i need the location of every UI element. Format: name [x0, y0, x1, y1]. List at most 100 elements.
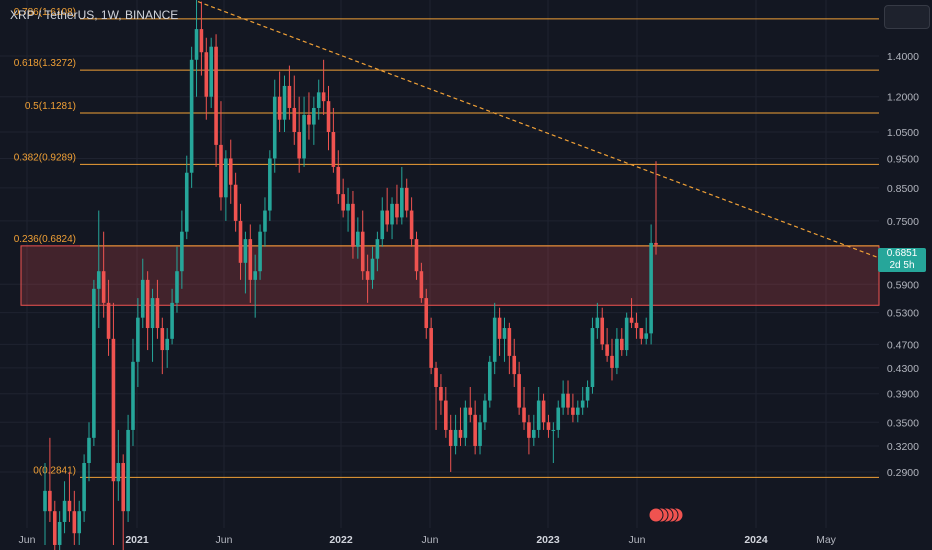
candle: [145, 271, 150, 351]
candle-body: [150, 298, 155, 329]
candle-body: [233, 184, 238, 221]
candle: [341, 178, 345, 218]
candle: [409, 197, 414, 247]
candle-body: [566, 393, 570, 408]
candle-body: [346, 203, 350, 211]
time-axis[interactable]: Jun 2021 Jun 2022 Jun 2023 Jun 2024 May: [19, 534, 837, 546]
candle-body: [224, 158, 228, 198]
candle: [532, 414, 536, 446]
candle: [385, 187, 389, 232]
candle-body: [96, 271, 101, 289]
candle: [72, 490, 77, 545]
price-tick: 1.0500: [887, 127, 919, 139]
candle-body: [82, 463, 86, 512]
candle: [600, 307, 605, 351]
candle: [492, 302, 497, 375]
time-tick: Jun: [19, 534, 36, 546]
candle: [575, 400, 580, 423]
price-tick: 0.9500: [887, 153, 919, 165]
price-tick: 0.4300: [887, 363, 919, 375]
toolbar-button[interactable]: [884, 5, 930, 29]
candle: [585, 380, 590, 408]
candle: [43, 463, 47, 545]
candle-body: [243, 239, 248, 263]
candle-body: [414, 239, 419, 272]
candle: [478, 414, 482, 455]
candle-body: [439, 387, 443, 401]
candle-body: [629, 317, 634, 323]
candle: [527, 414, 531, 455]
candle: [370, 246, 375, 289]
candle: [561, 380, 565, 415]
candle-body: [326, 101, 331, 132]
candle: [253, 254, 257, 318]
candle: [67, 471, 72, 522]
candle-body: [277, 96, 282, 120]
candle: [302, 96, 306, 167]
price-axis[interactable]: 1.4000 1.2000 1.0500 0.9500 0.8500 0.7500 0.59…: [887, 51, 919, 479]
candle-body: [605, 344, 609, 356]
fib-label: 0.618(1.3272): [14, 58, 76, 69]
candle: [248, 224, 253, 303]
time-tick: Jun: [422, 534, 439, 546]
candle-body: [312, 107, 316, 125]
candle: [57, 511, 62, 550]
candle-body: [52, 511, 57, 545]
candle: [365, 254, 370, 303]
candle-body: [385, 210, 389, 225]
candle-body: [145, 279, 150, 329]
candle: [326, 85, 331, 151]
candle-body: [194, 29, 199, 60]
candle: [199, 1, 204, 76]
candle: [82, 454, 86, 522]
current-price-badge: 0.6851 2d 5h: [878, 248, 926, 272]
fib-label: 0.786(1.6108): [14, 7, 76, 18]
time-tick: 2021: [125, 534, 149, 546]
candle-body: [126, 429, 130, 512]
candle-body: [101, 271, 106, 303]
candle-body: [111, 338, 116, 482]
fib-label: 0.5(1.1281): [25, 101, 76, 112]
price-tick: 0.2900: [887, 467, 919, 479]
candle-body: [258, 231, 262, 272]
candle: [536, 387, 541, 438]
candle: [233, 172, 238, 232]
candle: [390, 197, 394, 240]
candle: [126, 414, 130, 522]
candle: [96, 210, 101, 329]
price-tick: 0.3200: [887, 441, 919, 453]
candle: [429, 317, 433, 375]
candle: [483, 393, 487, 430]
candle-body: [57, 521, 62, 545]
candle-body: [375, 239, 380, 259]
candle: [444, 387, 448, 438]
candle: [439, 374, 443, 415]
candle-body: [184, 172, 189, 232]
events-marker[interactable]: [648, 507, 684, 523]
candle-body: [615, 338, 619, 368]
candle-body: [532, 429, 536, 438]
candle-body: [458, 429, 463, 438]
candle: [140, 258, 145, 329]
time-tick: 2022: [329, 534, 353, 546]
candle: [307, 92, 311, 140]
candle: [360, 210, 365, 280]
candle: [175, 246, 179, 313]
candle-body: [238, 220, 243, 263]
candle-body: [77, 511, 82, 534]
candle-body: [62, 500, 67, 522]
candle-body: [404, 187, 409, 211]
candle: [316, 79, 321, 120]
candle: [375, 231, 380, 272]
candle: [605, 328, 609, 362]
candle: [541, 393, 546, 430]
candle: [580, 387, 585, 415]
candle-body: [580, 400, 585, 408]
candle-body: [351, 203, 355, 247]
candle: [566, 380, 570, 415]
candle: [395, 184, 399, 225]
candle-body: [600, 317, 605, 345]
candle: [624, 312, 629, 356]
event-icon[interactable]: [648, 507, 664, 523]
